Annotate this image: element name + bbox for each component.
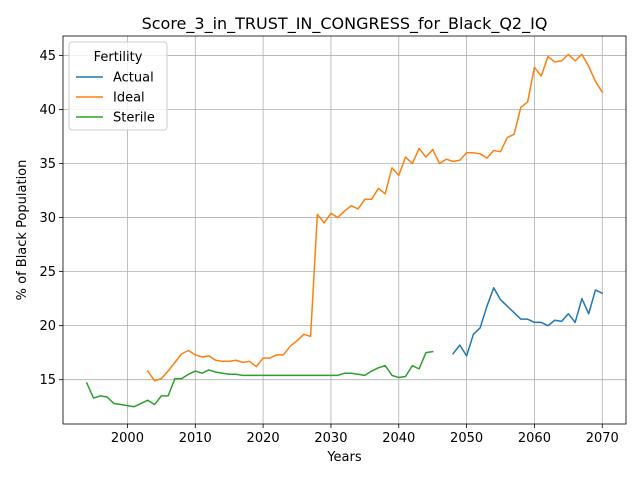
x-tick-label: 2040 [382,431,415,446]
y-tick-label: 15 [39,373,56,388]
x-tick-label: 2020 [247,431,280,446]
x-tick-label: 2030 [314,431,347,446]
x-axis-title: Years [326,450,362,465]
y-tick-label: 25 [39,265,56,280]
y-tick-label: 45 [39,49,56,64]
y-tick-label: 30 [39,211,56,226]
legend-label-ideal: Ideal [113,91,145,106]
x-tick-label: 2060 [518,431,551,446]
y-tick-label: 20 [39,319,56,334]
x-tick-label: 2010 [179,431,212,446]
x-tick-label: 2000 [111,431,144,446]
x-tick-label: 2070 [586,431,619,446]
x-tick-label: 2050 [450,431,483,446]
y-axis-title: % of Black Population [15,160,30,301]
legend-label-actual: Actual [113,71,154,86]
y-tick-label: 35 [39,157,56,172]
y-tick-label: 40 [39,103,56,118]
legend-label-sterile: Sterile [113,111,155,126]
chart-title: Score_3_in_TRUST_IN_CONGRESS_for_Black_Q… [142,14,548,34]
legend-title: Fertility [94,50,143,65]
legend: Fertility Actual Ideal Sterile [69,42,167,130]
